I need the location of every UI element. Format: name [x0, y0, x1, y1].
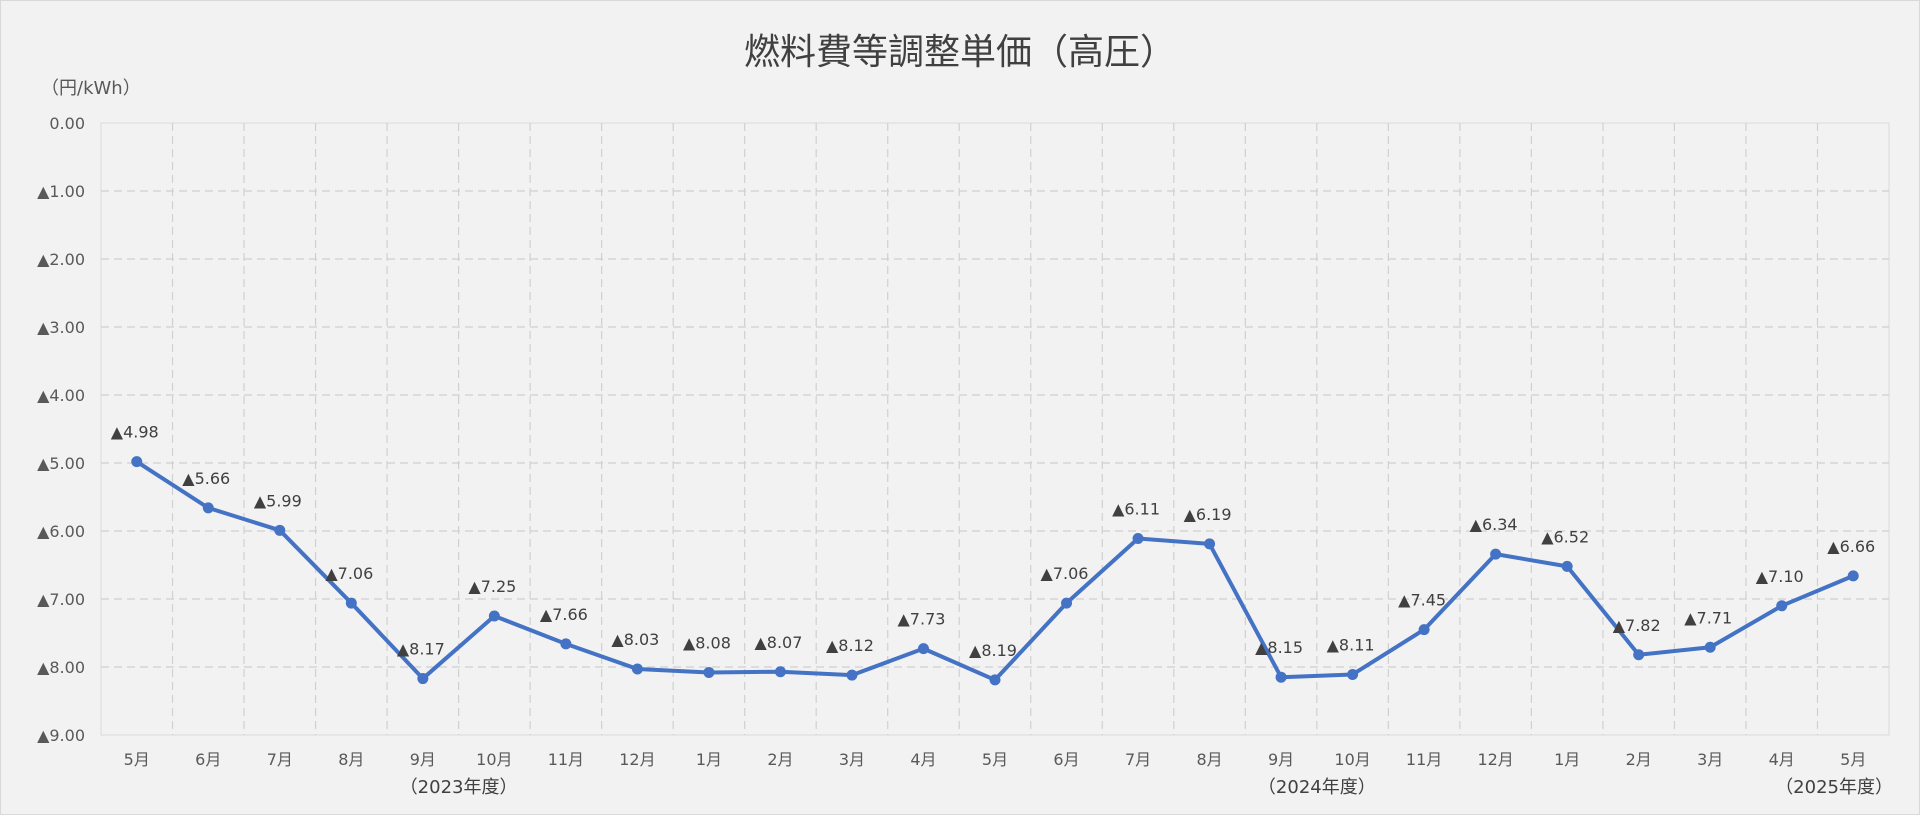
data-point: [989, 674, 1001, 686]
data-label: ▲6.34: [1470, 515, 1518, 534]
x-tick-label: 2月: [1626, 750, 1652, 769]
x-tick-label: 1月: [696, 750, 722, 769]
data-label: ▲8.08: [683, 633, 731, 652]
x-tick-label: 11月: [1406, 750, 1442, 769]
data-point: [131, 456, 143, 468]
y-tick-label: ▲8.00: [37, 658, 85, 677]
data-label: ▲8.17: [397, 640, 445, 659]
data-label: ▲4.98: [111, 423, 159, 442]
data-label: ▲7.66: [540, 605, 588, 624]
y-tick-label: ▲9.00: [37, 726, 85, 745]
data-label: ▲8.12: [826, 636, 874, 655]
y-axis-unit-label: （円/kWh）: [41, 78, 141, 99]
data-label: ▲8.15: [1255, 638, 1303, 657]
x-tick-label: 6月: [195, 750, 221, 769]
data-point: [345, 597, 357, 609]
data-point: [1561, 560, 1573, 572]
data-label: ▲7.45: [1398, 591, 1446, 610]
data-label: ▲7.10: [1756, 567, 1804, 586]
data-label: ▲7.71: [1684, 608, 1732, 627]
x-tick-label: 5月: [1840, 750, 1866, 769]
data-label: ▲7.25: [468, 577, 516, 596]
data-label: ▲8.03: [611, 630, 659, 649]
data-label: ▲8.19: [969, 641, 1017, 660]
x-tick-label: 9月: [1268, 750, 1294, 769]
data-point: [274, 524, 286, 536]
data-point: [1275, 671, 1287, 683]
data-point: [1847, 570, 1859, 582]
y-tick-label: ▲5.00: [37, 454, 85, 473]
data-point: [1633, 649, 1645, 661]
chart-title: 燃料費等調整単価（高圧）: [743, 32, 1176, 73]
fiscal-year-label: （2023年度）: [400, 777, 518, 798]
x-tick-label: 5月: [124, 750, 150, 769]
data-point: [202, 502, 214, 514]
data-label: ▲7.73: [898, 610, 946, 629]
fiscal-year-label: （2025年度）: [1775, 777, 1893, 798]
data-label: ▲5.99: [254, 491, 302, 510]
data-point: [1418, 624, 1430, 636]
x-tick-label: 1月: [1554, 750, 1580, 769]
y-tick-label: ▲3.00: [37, 318, 85, 337]
data-point: [1776, 600, 1788, 612]
data-point: [846, 669, 858, 681]
y-tick-label: ▲2.00: [37, 250, 85, 269]
data-point: [1347, 668, 1359, 680]
data-label: ▲5.66: [182, 469, 230, 488]
x-tick-label: 8月: [338, 750, 364, 769]
fiscal-year-label: （2024年度）: [1258, 777, 1376, 798]
x-tick-label: 12月: [1477, 750, 1513, 769]
x-tick-label: 3月: [1697, 750, 1723, 769]
data-point: [917, 643, 929, 655]
data-label: ▲7.82: [1613, 616, 1661, 635]
data-point: [560, 638, 572, 650]
y-tick-label: ▲6.00: [37, 522, 85, 541]
data-label: ▲6.11: [1112, 499, 1160, 518]
x-tick-label: 5月: [982, 750, 1008, 769]
data-point: [1204, 538, 1216, 550]
data-point: [1132, 532, 1144, 544]
x-tick-label: 12月: [619, 750, 655, 769]
x-tick-label: 6月: [1053, 750, 1079, 769]
x-tick-label: 10月: [476, 750, 512, 769]
y-tick-label: ▲4.00: [37, 386, 85, 405]
data-label: ▲6.52: [1541, 527, 1589, 546]
data-point: [417, 673, 429, 685]
x-tick-label: 8月: [1196, 750, 1222, 769]
x-tick-label: 11月: [548, 750, 584, 769]
x-tick-label: 4月: [1769, 750, 1795, 769]
x-tick-label: 2月: [767, 750, 793, 769]
data-point: [703, 666, 715, 678]
data-point: [488, 610, 500, 622]
data-label: ▲8.07: [754, 633, 802, 652]
x-tick-label: 3月: [839, 750, 865, 769]
x-tick-label: 9月: [410, 750, 436, 769]
y-tick-label: ▲1.00: [37, 182, 85, 201]
data-point: [1490, 548, 1502, 560]
data-label: ▲7.06: [1041, 564, 1089, 583]
data-point: [1704, 641, 1716, 653]
plot-area: [100, 122, 1890, 736]
x-tick-label: 4月: [910, 750, 936, 769]
line-chart: 0.00 ▲1.00 ▲2.00 ▲3.00 ▲4.00 ▲5.00 ▲6.00 ▲7.00 ▲…: [37, 114, 1893, 798]
data-point: [1061, 597, 1073, 609]
data-point: [774, 666, 786, 678]
x-tick-label: 7月: [1125, 750, 1151, 769]
data-point: [631, 663, 643, 675]
data-label: ▲6.66: [1827, 537, 1875, 556]
x-tick-label: 7月: [267, 750, 293, 769]
y-tick-label: 0.00: [49, 114, 85, 133]
data-label: ▲8.11: [1327, 635, 1375, 654]
x-tick-label: 10月: [1334, 750, 1370, 769]
data-label: ▲6.19: [1184, 505, 1232, 524]
y-tick-label: ▲7.00: [37, 590, 85, 609]
data-label: ▲7.06: [325, 564, 373, 583]
